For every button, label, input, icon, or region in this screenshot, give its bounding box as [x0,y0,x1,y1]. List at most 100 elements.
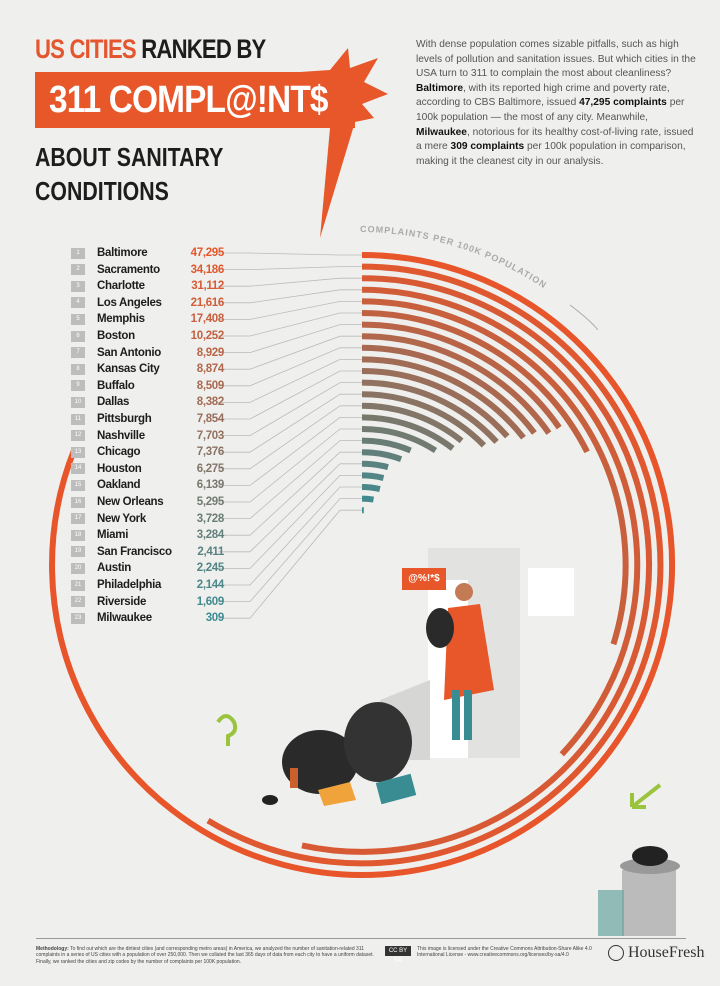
leader-line [218,382,362,437]
leader-line [218,252,362,256]
subtitle: ABOUT SANITARY CONDITIONS [35,142,224,206]
leader-line [218,474,362,569]
leader-line [218,324,362,354]
rank-badge: 17 [71,513,85,525]
rank-badge: 9 [71,380,85,392]
complaint-value: 8,929 [196,346,225,359]
rank-badge: 7 [71,347,85,359]
city-name: Baltimore [97,247,148,259]
rank-badge: 22 [71,596,85,608]
rank-badge: 5 [71,313,85,325]
complaint-value: 1,609 [196,595,225,608]
title-banner: 311 COMPL@!NT$ [35,72,355,128]
trash-can-icon [598,846,680,936]
arc-bar-new-york [361,437,412,454]
leader-line [218,300,362,320]
rank-badge: 8 [71,363,85,375]
title: US CITIES RANKED BY [35,34,266,64]
city-name: New Orleans [97,496,164,508]
rank-badge: 21 [71,579,85,591]
arc-bar-nashville [361,379,499,444]
brand-logo: HouseFresh [608,944,704,962]
complaint-value: 7,703 [196,429,225,442]
arc-bar-los-angeles [361,286,641,757]
arc-bar-philadelphia [361,484,381,493]
leader-line [218,486,362,586]
list-item: 14 Houston 6,275 [71,462,224,476]
list-item: 23 Milwaukee 309 [71,611,224,625]
pizza-icon [318,782,356,806]
complaint-value: 7,376 [196,446,225,459]
city-name: San Antonio [97,346,161,359]
license-note: CC BY SA This image is licensed under the… [385,946,615,964]
rank-badge: 11 [71,413,85,425]
complaint-value: 3,284 [196,529,225,542]
city-name: Dallas [97,396,130,409]
trash-bag-icon [282,730,358,794]
complaint-value: 8,509 [196,379,225,392]
complaint-value: 21,616 [190,296,225,309]
rank-badge: 13 [71,446,85,458]
rank-badge: 20 [71,562,85,574]
arc-bar-new-orleans [361,425,438,454]
arc-bar-kansas-city [361,333,552,435]
city-name: Memphis [97,313,145,326]
methodology-note: Methodology: To find out which are the d… [36,946,374,965]
question-mark-icon [216,714,238,746]
rank-badge: 14 [71,463,85,475]
city-name: Los Angeles [97,296,162,309]
arc-bar-san-antonio [361,321,562,430]
list-item: 19 San Francisco 2,411 [71,545,224,559]
list-item: 9 Buffalo 8,509 [71,379,224,393]
list-item: 7 San Antonio 8,929 [71,346,224,360]
complaint-value: 10,252 [190,330,225,342]
arc-bar-memphis [361,298,629,646]
arc-bar-pittsburgh [361,368,510,439]
city-name: Pittsburgh [97,413,152,425]
housefresh-logo-icon [608,945,624,961]
rank-badge: 12 [71,430,85,442]
complaint-value: 8,874 [196,363,225,376]
arrow-icon [630,783,662,809]
complaint-value: 8,382 [196,396,225,409]
arc-bar-chicago [361,391,487,448]
arc-bar-buffalo [361,344,537,435]
list-item: 12 Nashville 7,703 [71,429,224,443]
rank-badge: 18 [71,529,85,541]
arrow-icon [569,304,599,331]
complaint-value: 5,295 [196,496,225,508]
leader-line [218,428,362,503]
leader-line [218,393,362,453]
complaint-value: 47,295 [190,247,225,259]
leader-line [218,347,362,387]
leader-line [218,416,362,486]
list-item: 18 Miami 3,284 [71,528,224,542]
arc-bar-oakland [361,414,455,451]
leader-line [218,289,362,304]
complaint-value: 7,854 [196,413,225,425]
leader-line [218,405,362,470]
city-name: San Francisco [97,545,172,558]
arc-bar-san-francisco [361,460,389,471]
complaint-value: 2,144 [196,579,225,591]
city-name: Austin [97,562,131,575]
complaint-value: 34,186 [190,263,225,276]
leader-line [218,370,362,420]
leader-line [218,335,362,370]
rank-badge: 1 [71,247,85,259]
list-item: 5 Memphis 17,408 [71,312,224,326]
arc-bar-baltimore [49,252,676,878]
list-item: 4 Los Angeles 21,616 [71,296,224,310]
person [426,583,494,740]
complaint-value: 31,112 [191,280,224,293]
leader-line [218,463,362,553]
rank-badge: 4 [71,297,85,309]
rank-badge: 10 [71,396,85,408]
leader-line [218,266,362,271]
rat-icon [262,795,278,805]
arc-bar-dallas [361,356,526,440]
list-item: 13 Chicago 7,376 [71,445,224,459]
list-item: 11 Pittsburgh 7,854 [71,412,224,426]
speech-bubble: @%!*$ [402,568,446,590]
